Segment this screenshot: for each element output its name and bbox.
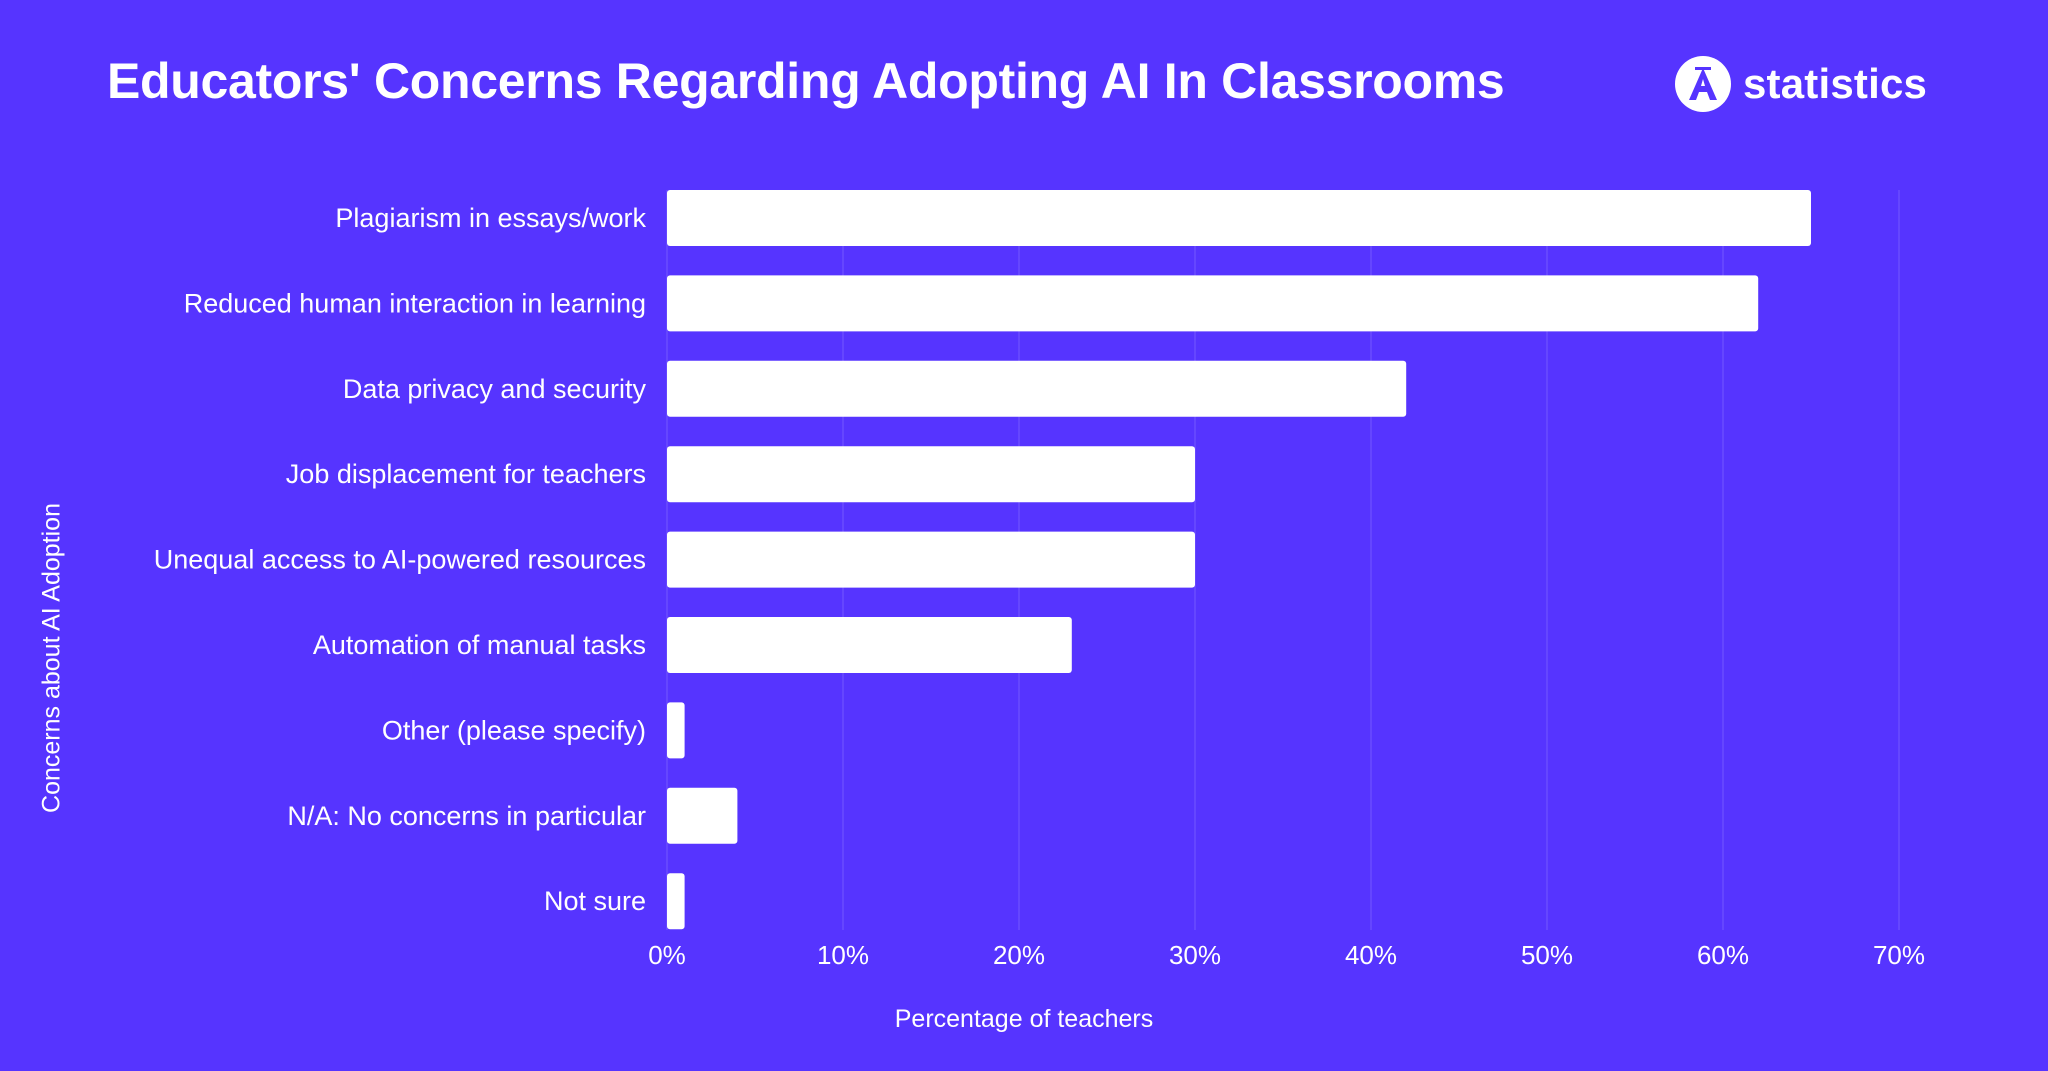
brand-text: statistics <box>1743 60 1928 107</box>
a-logo-icon <box>1675 56 1731 112</box>
category-label-2: Data privacy and security <box>343 374 647 404</box>
bar-8 <box>667 873 685 930</box>
category-label-4: Unequal access to AI-powered resources <box>154 545 646 575</box>
bar-6 <box>667 702 685 759</box>
category-label-7: N/A: No concerns in particular <box>287 801 646 831</box>
x-axis-title: Percentage of teachers <box>894 1005 1154 1033</box>
bar-7 <box>667 787 738 844</box>
bar-5 <box>667 617 1072 673</box>
x-tick-label-6: 60% <box>1697 940 1749 970</box>
x-tick-label-0: 0% <box>648 940 686 970</box>
x-tick-label-4: 40% <box>1345 940 1397 970</box>
bar-3 <box>667 446 1195 503</box>
category-label-5: Automation of manual tasks <box>313 630 646 660</box>
x-tick-label-2: 20% <box>993 940 1045 970</box>
category-label-6: Other (please specify) <box>382 715 646 745</box>
bar-1 <box>667 275 1759 332</box>
page-title: Educators' Concerns Regarding Adopting A… <box>107 53 1505 109</box>
x-tick-label-1: 10% <box>817 940 869 970</box>
bar-4 <box>667 531 1195 588</box>
y-axis-title: Concerns about AI Adoption <box>37 503 66 813</box>
category-label-1: Reduced human interaction in learning <box>184 288 646 318</box>
category-label-0: Plagiarism in essays/work <box>335 203 646 233</box>
x-tick-label-7: 70% <box>1873 940 1925 970</box>
category-label-3: Job displacement for teachers <box>286 459 646 489</box>
brand: statistics <box>1675 56 1927 112</box>
category-label-8: Not sure <box>544 886 646 916</box>
a-logo-glyph <box>1689 67 1717 100</box>
x-tick-label-5: 50% <box>1521 940 1573 970</box>
x-tick-label-3: 30% <box>1169 940 1221 970</box>
bar-0 <box>667 190 1811 246</box>
bar-2 <box>667 360 1407 417</box>
